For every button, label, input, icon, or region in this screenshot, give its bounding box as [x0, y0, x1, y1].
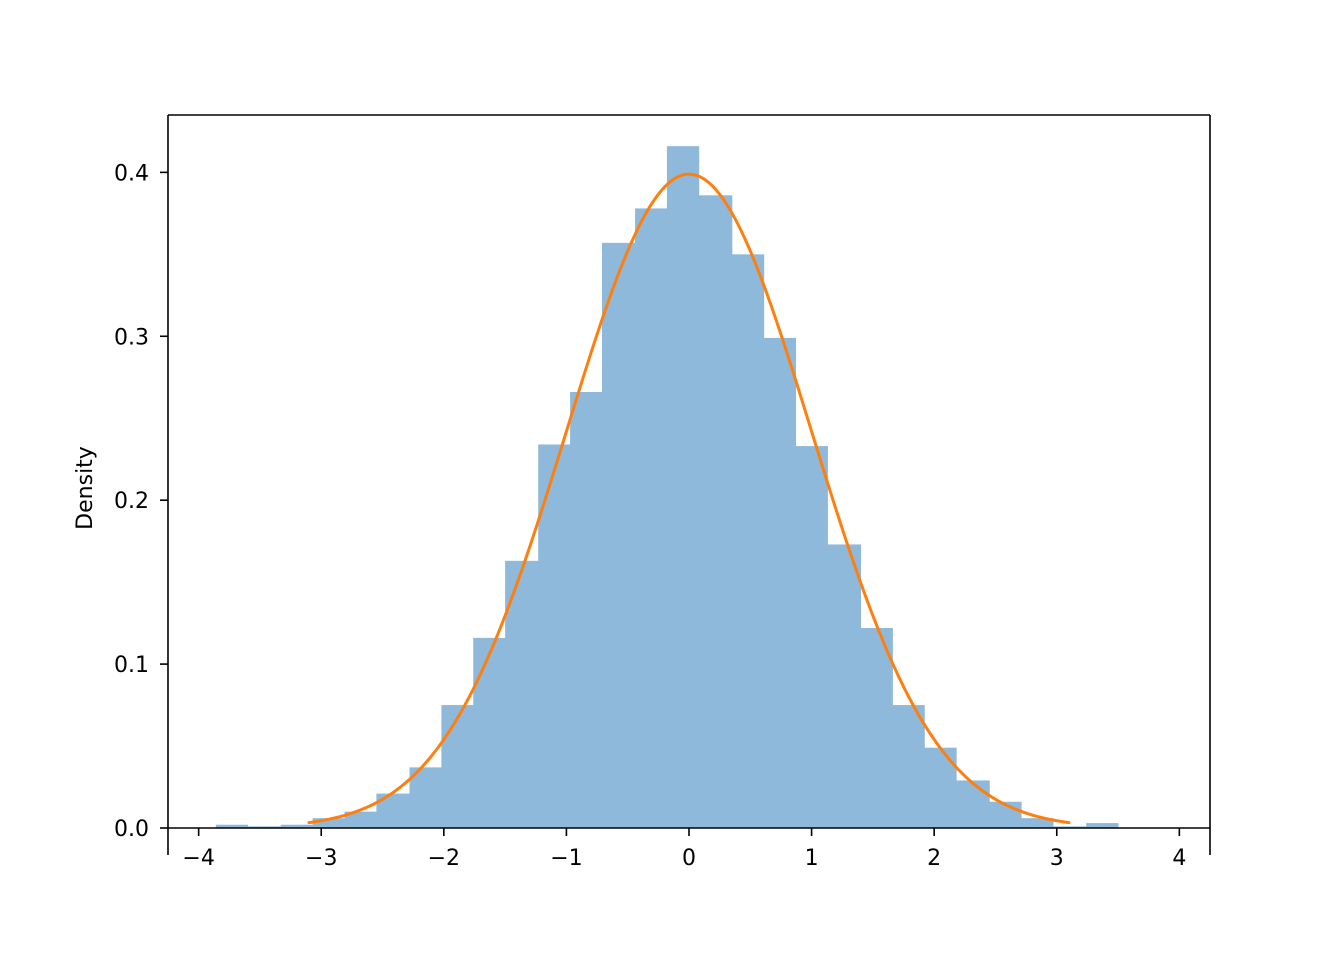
histogram-bar-4: [344, 811, 377, 828]
histogram-bar-19: [827, 544, 862, 828]
x-tick-label-5: 1: [805, 846, 819, 871]
histogram-bar-1: [247, 826, 282, 828]
histogram-bar-20: [860, 628, 893, 828]
histogram-bar-21: [892, 705, 925, 828]
histogram-bar-12: [601, 242, 636, 829]
density-curve: [307, 172, 1071, 825]
histogram-bar-7: [441, 705, 474, 828]
histogram-bar-9: [505, 560, 539, 828]
histogram-bar-16: [731, 254, 765, 828]
y-tick-label-4: 0.4: [114, 161, 149, 186]
x-tick-label-4: 0: [682, 846, 696, 871]
x-tick-label-6: 2: [927, 846, 941, 871]
histogram-bar-17: [763, 337, 797, 828]
histogram-bar-2: [280, 824, 314, 828]
x-tick-label-0: −4: [182, 846, 214, 871]
histogram-bar-23: [956, 780, 990, 828]
y-tick-label-2: 0.2: [114, 489, 149, 514]
x-tick-label-1: −3: [305, 846, 337, 871]
y-tick-label-0: 0.0: [114, 817, 149, 842]
tick-marks: −4 −3 −2 −1 0 1 2 3 4 0.0 0.1 0.2 0.3 0.4: [114, 161, 1186, 871]
histogram-bar-0: [215, 824, 249, 828]
x-tick-label-7: 3: [1050, 846, 1064, 871]
histogram-bar-27: [1086, 823, 1119, 828]
y-tick-label-3: 0.3: [114, 325, 149, 350]
x-tick-label-3: −1: [550, 846, 582, 871]
x-tick-label-8: 4: [1172, 846, 1186, 871]
histogram-bar-11: [570, 392, 603, 828]
histogram-bar-13: [635, 208, 668, 828]
histogram-bar-25: [1021, 818, 1054, 828]
histogram-bars: [215, 146, 1119, 829]
density-curve-layer: [307, 172, 1071, 825]
histogram-bar-8: [473, 637, 506, 828]
histogram-bar-6: [409, 767, 442, 828]
y-tick-label-1: 0.1: [114, 653, 149, 678]
histogram-bar-26: [1053, 826, 1087, 828]
histogram-bar-15: [698, 195, 733, 828]
histogram-bar-22: [924, 747, 957, 828]
histogram-bar-14: [666, 146, 700, 828]
y-axis-label: Density: [73, 446, 98, 530]
x-tick-label-2: −2: [428, 846, 460, 871]
histogram-bar-18: [795, 446, 828, 828]
histogram-bar-3: [312, 818, 345, 828]
